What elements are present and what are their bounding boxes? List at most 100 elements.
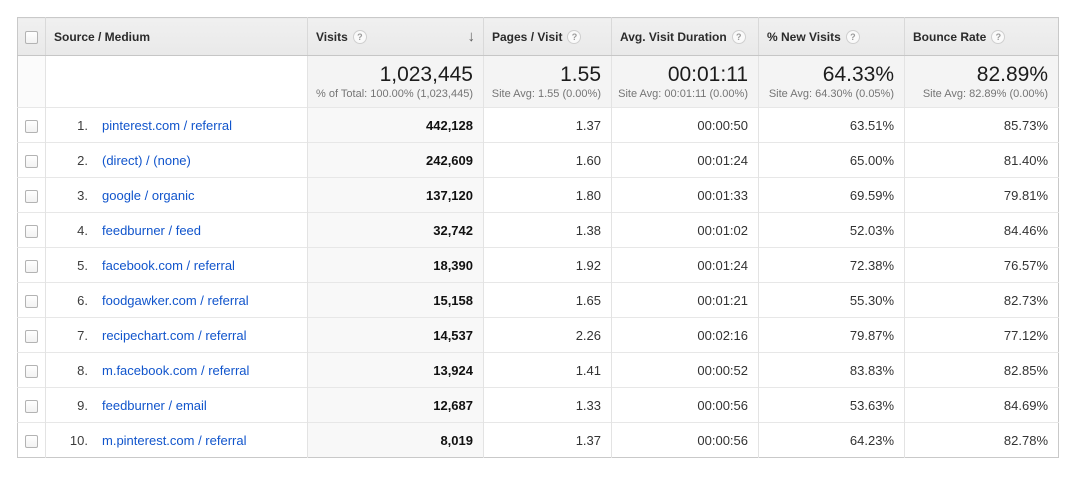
source-medium-link[interactable]: pinterest.com / referral — [102, 118, 232, 133]
pct-new-visits-value: 53.63% — [759, 388, 905, 423]
sort-descending-icon[interactable]: ↓ — [468, 29, 476, 44]
row-checkbox[interactable] — [25, 190, 38, 203]
visits-value: 32,742 — [308, 213, 484, 248]
pct-new-visits-value: 83.83% — [759, 353, 905, 388]
column-label: Pages / Visit — [492, 30, 562, 44]
pct-new-visits-value: 65.00% — [759, 143, 905, 178]
visits-value: 242,609 — [308, 143, 484, 178]
table-row: 1.pinterest.com / referral 442,128 1.37 … — [18, 108, 1059, 143]
bounce-rate-value: 84.46% — [905, 213, 1059, 248]
row-index: 8. — [54, 363, 88, 378]
select-all-checkbox[interactable] — [25, 31, 38, 44]
analytics-report-sheet: Source / Medium Visits ? ↓ Pages / Visit — [14, 17, 1062, 464]
summary-subtext: Site Avg: 1.55 (0.00%) — [484, 87, 611, 103]
source-medium-link[interactable]: feedburner / email — [102, 398, 207, 413]
row-checkbox[interactable] — [25, 400, 38, 413]
pct-new-visits-value: 79.87% — [759, 318, 905, 353]
visits-value: 13,924 — [308, 353, 484, 388]
help-icon[interactable]: ? — [846, 30, 860, 44]
table-row: 3.google / organic 137,120 1.80 00:01:33… — [18, 178, 1059, 213]
pct-new-visits-value: 52.03% — [759, 213, 905, 248]
help-icon[interactable]: ? — [732, 30, 746, 44]
column-header-avg-visit-duration[interactable]: Avg. Visit Duration ? — [612, 18, 759, 56]
column-header-source-medium[interactable]: Source / Medium — [46, 18, 308, 56]
column-label: Avg. Visit Duration — [620, 30, 727, 44]
source-medium-link[interactable]: feedburner / feed — [102, 223, 201, 238]
pages-per-visit-value: 1.33 — [484, 388, 612, 423]
source-medium-link[interactable]: m.pinterest.com / referral — [102, 433, 247, 448]
source-medium-link[interactable]: m.facebook.com / referral — [102, 363, 249, 378]
summary-subtext: Site Avg: 64.30% (0.05%) — [759, 87, 904, 103]
summary-value: 00:01:11 — [612, 61, 758, 87]
column-label: Visits — [316, 30, 348, 44]
source-medium-link[interactable]: google / organic — [102, 188, 195, 203]
row-checkbox[interactable] — [25, 155, 38, 168]
pages-per-visit-value: 1.92 — [484, 248, 612, 283]
column-header-pages-per-visit[interactable]: Pages / Visit ? — [484, 18, 612, 56]
summary-empty-cell — [18, 56, 46, 108]
help-icon[interactable]: ? — [991, 30, 1005, 44]
select-all-header-cell — [18, 18, 46, 56]
row-checkbox[interactable] — [25, 295, 38, 308]
row-checkbox[interactable] — [25, 120, 38, 133]
bounce-rate-value: 76.57% — [905, 248, 1059, 283]
visits-value: 137,120 — [308, 178, 484, 213]
table-row: 5. facebook.com / referral 18,390 1.92 00… — [18, 248, 1059, 283]
source-medium-link[interactable]: recipechart.com / referral — [102, 328, 247, 343]
bounce-rate-value: 82.85% — [905, 353, 1059, 388]
avg-visit-duration-value: 00:01:02 — [612, 213, 759, 248]
avg-visit-duration-value: 00:02:16 — [612, 318, 759, 353]
row-index: 9. — [54, 398, 88, 413]
pct-new-visits-value: 72.38% — [759, 248, 905, 283]
summary-value: 82.89% — [905, 61, 1058, 87]
table-row: 7.recipechart.com / referral 14,537 2.26… — [18, 318, 1059, 353]
source-medium-link[interactable]: facebook.com / referral — [102, 258, 235, 273]
column-header-visits[interactable]: Visits ? ↓ — [308, 18, 484, 56]
pages-per-visit-value: 1.37 — [484, 108, 612, 143]
row-index: 6. — [54, 293, 88, 308]
summary-pages-per-visit: 1.55 Site Avg: 1.55 (0.00%) — [484, 56, 612, 108]
row-checkbox[interactable] — [25, 260, 38, 273]
pages-per-visit-value: 1.65 — [484, 283, 612, 318]
help-icon[interactable]: ? — [567, 30, 581, 44]
avg-visit-duration-value: 00:01:21 — [612, 283, 759, 318]
source-medium-link[interactable]: (direct) / (none) — [102, 153, 191, 168]
visits-value: 442,128 — [308, 108, 484, 143]
row-index: 4. — [54, 223, 88, 238]
summary-subtext: Site Avg: 82.89% (0.00%) — [905, 87, 1058, 103]
row-index: 5. — [54, 258, 88, 273]
bounce-rate-value: 79.81% — [905, 178, 1059, 213]
summary-bounce-rate: 82.89% Site Avg: 82.89% (0.00%) — [905, 56, 1059, 108]
bounce-rate-value: 84.69% — [905, 388, 1059, 423]
summary-value: 1.55 — [484, 61, 611, 87]
bounce-rate-value: 77.12% — [905, 318, 1059, 353]
source-medium-link[interactable]: foodgawker.com / referral — [102, 293, 249, 308]
column-header-bounce-rate[interactable]: Bounce Rate ? — [905, 18, 1059, 56]
column-header-pct-new-visits[interactable]: % New Visits ? — [759, 18, 905, 56]
avg-visit-duration-value: 00:01:24 — [612, 248, 759, 283]
column-label: % New Visits — [767, 30, 841, 44]
visits-value: 18,390 — [308, 248, 484, 283]
summary-empty-cell — [46, 56, 308, 108]
pages-per-visit-value: 1.37 — [484, 423, 612, 458]
avg-visit-duration-value: 00:00:56 — [612, 423, 759, 458]
row-checkbox[interactable] — [25, 330, 38, 343]
help-icon[interactable]: ? — [353, 30, 367, 44]
bounce-rate-value: 82.78% — [905, 423, 1059, 458]
row-checkbox[interactable] — [25, 225, 38, 238]
visits-value: 8,019 — [308, 423, 484, 458]
pages-per-visit-value: 1.41 — [484, 353, 612, 388]
bounce-rate-value: 82.73% — [905, 283, 1059, 318]
avg-visit-duration-value: 00:01:33 — [612, 178, 759, 213]
row-checkbox[interactable] — [25, 365, 38, 378]
visits-value: 14,537 — [308, 318, 484, 353]
source-medium-table: Source / Medium Visits ? ↓ Pages / Visit — [17, 17, 1059, 458]
row-checkbox[interactable] — [25, 435, 38, 448]
table-row: 8.m.facebook.com / referral 13,924 1.41 … — [18, 353, 1059, 388]
bounce-rate-value: 85.73% — [905, 108, 1059, 143]
screenshot-stage: Source / Medium Visits ? ↓ Pages / Visit — [0, 17, 1075, 499]
row-index: 7. — [54, 328, 88, 343]
table-row: 6.foodgawker.com / referral 15,158 1.65 … — [18, 283, 1059, 318]
visits-value: 12,687 — [308, 388, 484, 423]
header-row: Source / Medium Visits ? ↓ Pages / Visit — [18, 18, 1059, 56]
